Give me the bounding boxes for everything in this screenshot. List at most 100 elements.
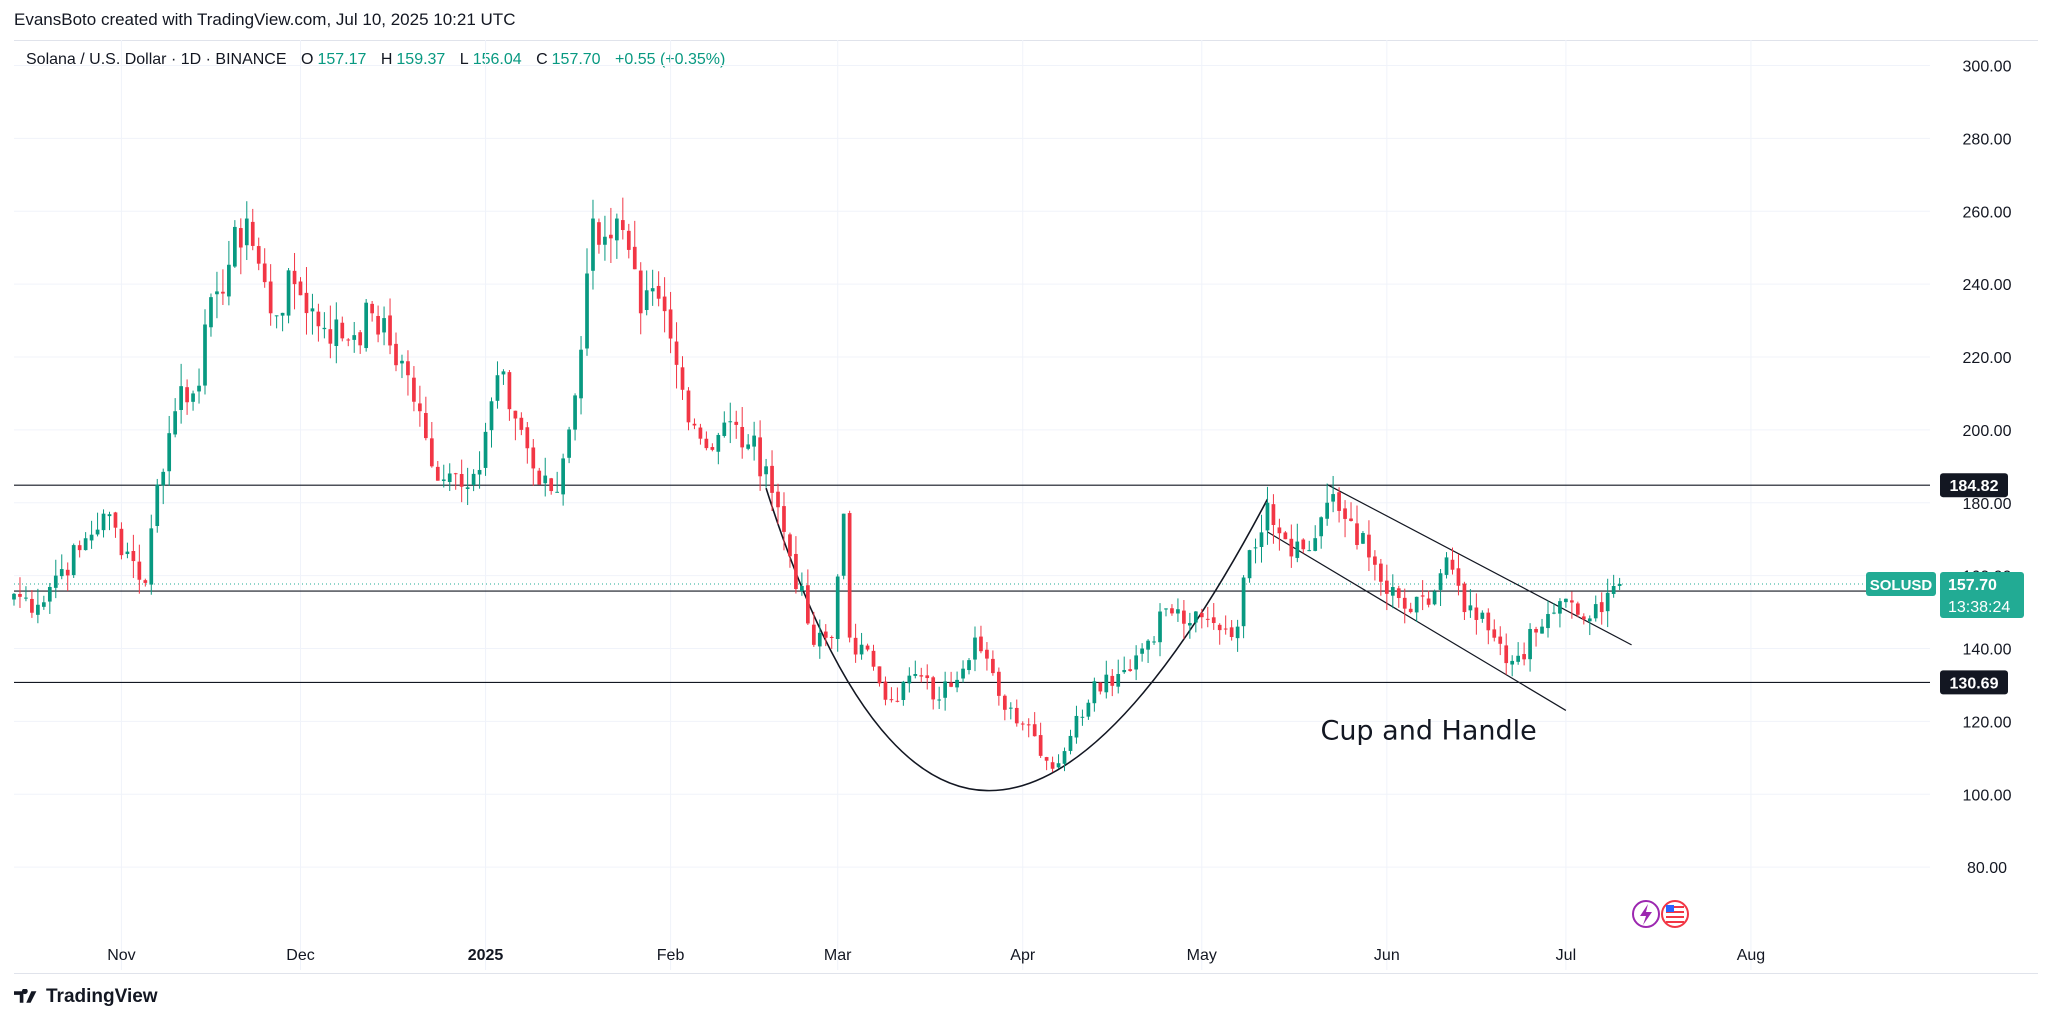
candle-body: [418, 403, 422, 412]
flag-stripe: [1666, 916, 1684, 918]
candle-body: [1289, 538, 1294, 557]
candle-body: [1516, 655, 1520, 662]
candle-body: [579, 349, 583, 399]
candle-body: [758, 437, 762, 477]
candle-body: [221, 291, 225, 294]
candle-body: [1414, 596, 1419, 613]
candle-body: [1325, 502, 1329, 519]
us-flag-icon: [1661, 900, 1689, 928]
candle-body: [322, 327, 327, 330]
tradingview-logo[interactable]: TradingView: [14, 986, 158, 1008]
candle-body: [967, 660, 971, 671]
legend-close: 157.70: [551, 51, 601, 68]
candle-body: [1235, 626, 1240, 639]
level-price-badge: [1940, 670, 2008, 695]
candle-body: [364, 302, 369, 349]
candle-body: [537, 470, 542, 485]
candle-body: [1164, 608, 1168, 610]
price-axis: 80.00100.00120.00140.00160.00180.00200.0…: [1963, 59, 2012, 878]
candle-body: [191, 393, 195, 402]
candle-body: [316, 311, 321, 327]
candle-body: [871, 650, 876, 667]
x-tick-label: Jun: [1374, 947, 1400, 964]
chart-credit: EvansBoto created with TradingView.com, …: [14, 10, 516, 29]
candle-body: [752, 435, 756, 447]
candle-body: [1522, 654, 1526, 660]
candle-body: [376, 315, 380, 335]
candle-body: [794, 553, 798, 590]
candle-body: [1570, 600, 1574, 603]
candle-body: [1170, 608, 1174, 614]
candle-body: [567, 429, 571, 458]
candle-body: [674, 341, 679, 365]
candle-body: [489, 401, 494, 431]
candle-body: [1247, 550, 1252, 579]
candle-body: [609, 234, 613, 239]
candle-body: [203, 324, 207, 386]
candle-body: [406, 361, 410, 376]
candle-body: [244, 218, 249, 246]
candle-body: [1068, 735, 1073, 751]
candle-body: [931, 677, 936, 700]
candle-body: [1265, 502, 1270, 531]
candle-body: [859, 644, 864, 655]
flag-stripe: [1666, 906, 1684, 908]
candle-body: [232, 226, 237, 267]
candle-body: [620, 220, 625, 231]
candle-body: [692, 423, 697, 426]
candle-body: [1277, 527, 1282, 534]
y-tick-label: 280.00: [1963, 131, 2012, 148]
candle-body: [1599, 602, 1604, 613]
candle-body: [382, 318, 386, 333]
x-tick-label: Dec: [286, 947, 314, 964]
candle-body: [1480, 612, 1485, 619]
horizontal-levels: [14, 484, 1930, 684]
candle-body: [889, 699, 894, 701]
candle-body: [1408, 608, 1413, 613]
candle-body: [1349, 518, 1353, 521]
candle-body: [1211, 617, 1216, 623]
handle-channel-line: [1326, 484, 1632, 646]
candle-body: [1134, 655, 1138, 670]
candle-body: [1504, 645, 1509, 664]
candle-body: [877, 666, 882, 684]
candle-body: [591, 218, 595, 271]
candle-body: [30, 598, 34, 613]
countdown-text: 13:38:24: [1948, 599, 2010, 616]
candle-body: [89, 534, 94, 541]
candle-body: [435, 466, 440, 481]
y-tick-label: 120.00: [1963, 714, 2012, 731]
candle-body: [125, 551, 130, 555]
candle-body: [238, 228, 243, 248]
candle-body: [280, 312, 285, 316]
candle-body: [573, 395, 577, 430]
x-tick-label: Jul: [1556, 947, 1576, 964]
candle-body: [1593, 604, 1598, 619]
candle-body: [167, 433, 172, 472]
candle-body: [215, 291, 219, 295]
candle-body: [1223, 628, 1228, 630]
legend-symbol[interactable]: Solana / U.S. Dollar · 1D · BINANCE: [26, 51, 287, 68]
candle-body: [985, 649, 989, 659]
candle-body: [71, 545, 76, 576]
candle-body: [113, 512, 118, 528]
candle-body: [471, 473, 476, 486]
candle-body: [561, 458, 565, 495]
cup-curve: [765, 487, 1269, 792]
candle-body: [1402, 597, 1407, 609]
candle-body: [424, 413, 428, 439]
candle-body: [1092, 681, 1097, 704]
candle-body: [1558, 601, 1562, 614]
candle-body: [1044, 757, 1049, 761]
y-tick-label: 240.00: [1963, 277, 2012, 294]
candle-body: [41, 602, 46, 607]
candle-body: [1426, 598, 1431, 605]
candle-body: [531, 447, 536, 469]
drawing-tools: Cup and Handle: [765, 484, 1632, 792]
symbol-badge: [1866, 572, 1936, 597]
candle-body: [119, 528, 124, 556]
candle-body: [734, 421, 739, 425]
candle-body: [155, 484, 160, 527]
